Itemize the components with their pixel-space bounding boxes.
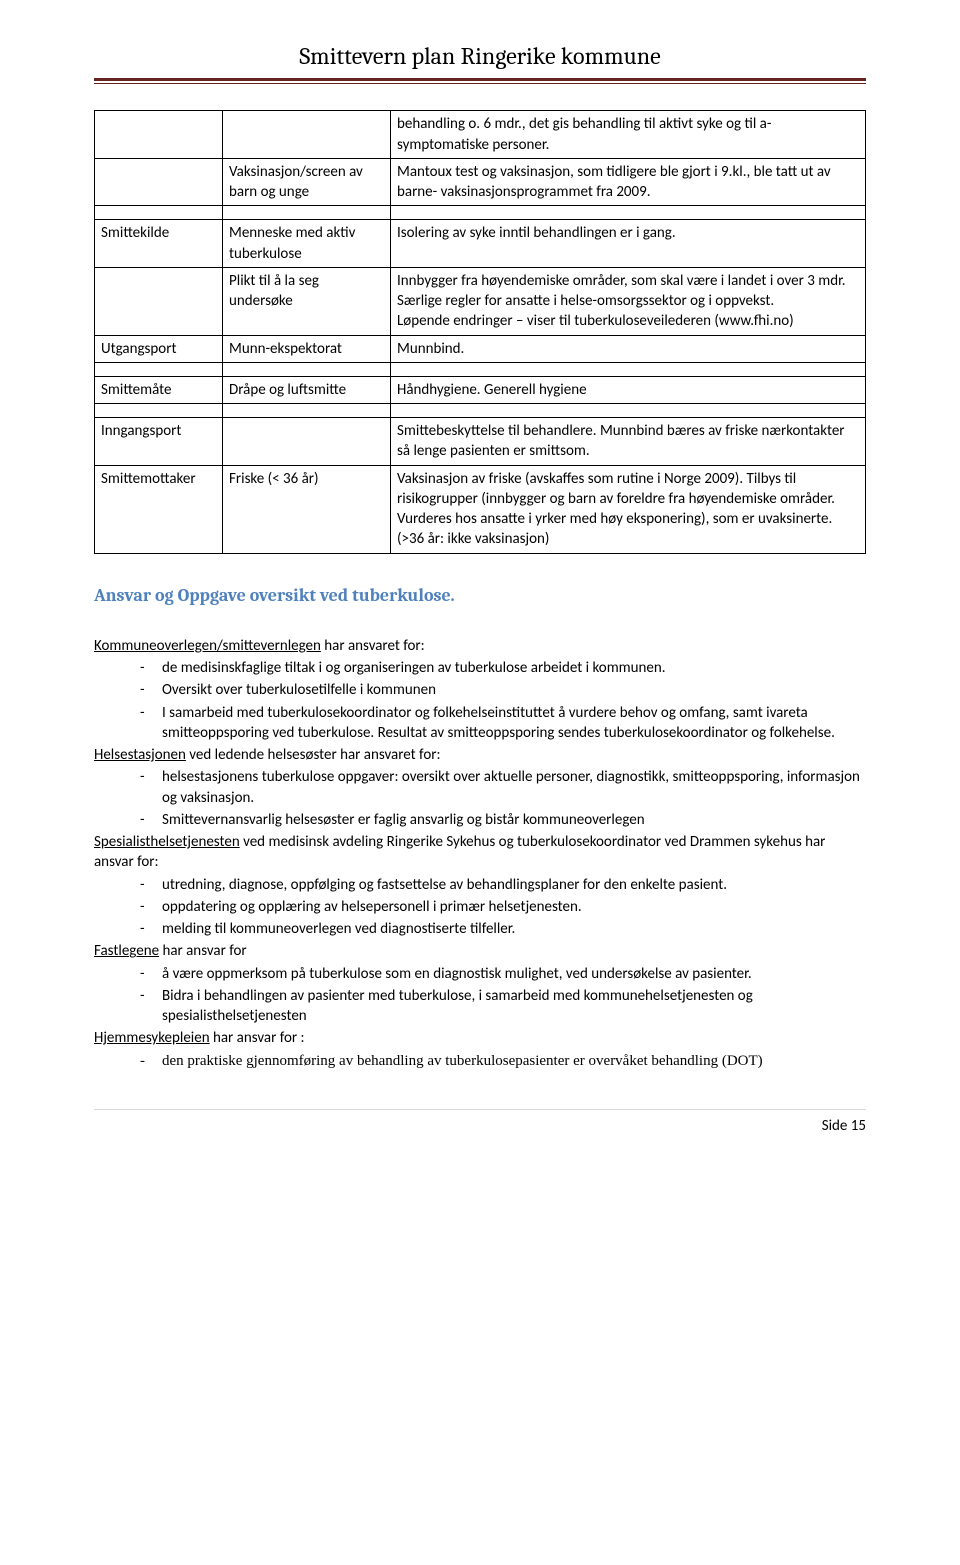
list: helsestasjonens tuberkulose oppgaver: ov… <box>94 767 866 830</box>
lead: Hjemmesykepleien <box>94 1029 210 1047</box>
cell: Smittemåte <box>95 376 223 403</box>
spacer <box>391 362 866 376</box>
list-item: den praktiske gjennomføring av behandlin… <box>140 1051 866 1071</box>
list-item: I samarbeid med tuberkulosekoordinator o… <box>140 703 866 744</box>
table-row: Smittemåte Dråpe og luftsmitte Håndhygie… <box>95 376 866 403</box>
table-row: behandling o. 6 mdr., det gis behandling… <box>95 111 866 159</box>
cell: Friske (< 36 år) <box>223 465 391 553</box>
cell <box>95 158 223 206</box>
cell: Dråpe og luftsmitte <box>223 376 391 403</box>
list-item: Bidra i behandlingen av pasienter med tu… <box>140 986 866 1027</box>
cell: Isolering av syke inntil behandlingen er… <box>391 220 866 268</box>
list-item: melding til kommuneoverlegen ved diagnos… <box>140 919 866 939</box>
cell: behandling o. 6 mdr., det gis behandling… <box>391 111 866 159</box>
cell <box>95 111 223 159</box>
list: utredning, diagnose, oppfølging og fasts… <box>94 875 866 940</box>
spacer <box>95 206 223 220</box>
spacer <box>223 206 391 220</box>
cell: Smittemottaker <box>95 465 223 553</box>
list-item: oppdatering og opplæring av helsepersone… <box>140 897 866 917</box>
list-item: Oversikt over tuberkulosetilfelle i komm… <box>140 680 866 700</box>
spacer <box>95 404 223 418</box>
cell: Smittebeskyttelse til behandlere. Munnbi… <box>391 418 866 466</box>
cell: Innbygger fra høyendemiske områder, som … <box>391 267 866 335</box>
table-row: Smittekilde Menneske med aktiv tuberkulo… <box>95 220 866 268</box>
cell: Vaksinasjon/screen av barn og unge <box>223 158 391 206</box>
list-item: de medisinskfaglige tiltak i og organise… <box>140 658 866 678</box>
footer-page: Side 15 <box>94 1109 866 1136</box>
table-row: Smittemottaker Friske (< 36 år) Vaksinas… <box>95 465 866 553</box>
cell: Håndhygiene. Generell hygiene <box>391 376 866 403</box>
list-item: utredning, diagnose, oppfølging og fasts… <box>140 875 866 895</box>
title-rule-thin <box>94 83 866 84</box>
table-row: Vaksinasjon/screen av barn og unge Manto… <box>95 158 866 206</box>
cell: Vaksinasjon av friske (avskaffes som rut… <box>391 465 866 553</box>
table-row: Utgangsport Munn-ekspektorat Munnbind. <box>95 335 866 362</box>
list-item: helsestasjonens tuberkulose oppgaver: ov… <box>140 767 866 808</box>
spacer <box>95 362 223 376</box>
cell <box>95 267 223 335</box>
spacer <box>223 362 391 376</box>
table-row: Plikt til å la seg undersøke Innbygger f… <box>95 267 866 335</box>
list: den praktiske gjennomføring av behandlin… <box>94 1051 866 1071</box>
cell: Munnbind. <box>391 335 866 362</box>
main-table: behandling o. 6 mdr., det gis behandling… <box>94 110 866 553</box>
cell <box>223 111 391 159</box>
lead: Kommuneoverlegen/smittevernlegen <box>94 637 321 655</box>
spacer <box>391 206 866 220</box>
doc-title: Smittevern plan Ringerike kommune <box>94 40 866 78</box>
list-item: Smittevernansvarlig helsesøster er fagli… <box>140 810 866 830</box>
spacer <box>223 404 391 418</box>
cell: Plikt til å la seg undersøke <box>223 267 391 335</box>
cell: Smittekilde <box>95 220 223 268</box>
body-text: Kommuneoverlegen/smittevernlegen har ans… <box>94 636 866 1071</box>
rest: ved ledende helsesøster har ansvaret for… <box>186 746 441 764</box>
list-item: å være oppmerksom på tuberkulose som en … <box>140 964 866 984</box>
title-rule-thick <box>94 78 866 81</box>
cell: Munn-ekspektorat <box>223 335 391 362</box>
rest: har ansvaret for: <box>321 637 425 655</box>
list: å være oppmerksom på tuberkulose som en … <box>94 964 866 1027</box>
cell: Inngangsport <box>95 418 223 466</box>
rest: har ansvar for <box>159 942 247 960</box>
cell: Mantoux test og vaksinasjon, som tidlige… <box>391 158 866 206</box>
lead: Fastlegene <box>94 942 159 960</box>
cell: Menneske med aktiv tuberkulose <box>223 220 391 268</box>
list: de medisinskfaglige tiltak i og organise… <box>94 658 866 743</box>
cell <box>223 418 391 466</box>
spacer <box>391 404 866 418</box>
table-row: Inngangsport Smittebeskyttelse til behan… <box>95 418 866 466</box>
section-heading: Ansvar og Oppgave oversikt ved tuberkulo… <box>94 584 866 608</box>
cell: Utgangsport <box>95 335 223 362</box>
lead: Spesialisthelsetjenesten <box>94 833 240 851</box>
rest: har ansvar for : <box>210 1029 305 1047</box>
lead: Helsestasjonen <box>94 746 186 764</box>
